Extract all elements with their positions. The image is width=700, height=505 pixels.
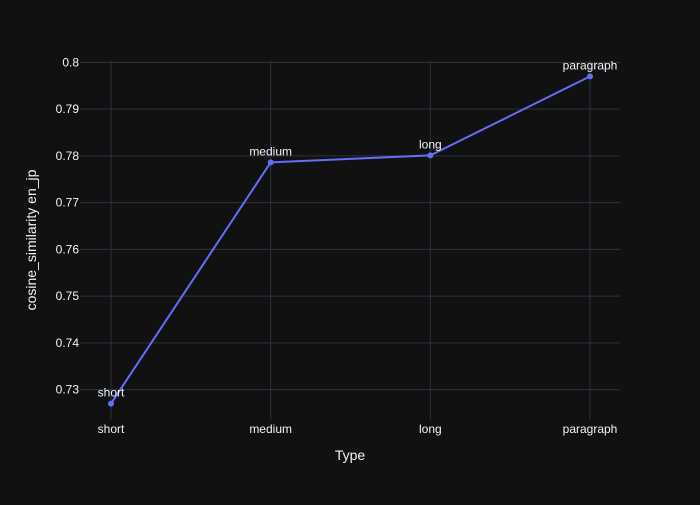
data-label: long <box>419 137 442 151</box>
y-axis-title: cosine_similarity en_jp <box>23 169 39 310</box>
series-layer <box>108 73 593 407</box>
x-tick-label: long <box>419 422 442 436</box>
y-tick-labels: 0.73 0.74 0.75 0.76 0.77 0.78 0.79 0.8 <box>56 55 80 396</box>
y-tick-label: 0.77 <box>56 196 80 210</box>
y-tick-label: 0.79 <box>56 102 80 116</box>
x-tick-label: paragraph <box>563 422 618 436</box>
y-tick-label: 0.78 <box>56 149 80 163</box>
y-tick-label: 0.75 <box>56 289 80 303</box>
x-tick-labels: short medium long paragraph <box>98 422 618 436</box>
grid-layer <box>80 60 620 420</box>
x-tick-label: medium <box>249 422 292 436</box>
data-label: medium <box>249 144 292 158</box>
data-point <box>267 159 274 166</box>
data-point <box>587 73 593 80</box>
data-label: paragraph <box>563 58 618 72</box>
data-point <box>108 400 114 407</box>
y-tick-label: 0.74 <box>56 336 80 350</box>
x-axis-title: Type <box>335 447 366 463</box>
x-tick-label: short <box>98 422 125 436</box>
y-tick-label: 0.8 <box>62 55 79 69</box>
data-point <box>427 152 434 159</box>
data-label: short <box>98 386 125 400</box>
series-line <box>110 75 591 405</box>
point-labels: short medium long paragraph <box>98 58 618 399</box>
y-tick-label: 0.76 <box>56 242 80 256</box>
y-tick-label: 0.73 <box>56 383 80 397</box>
